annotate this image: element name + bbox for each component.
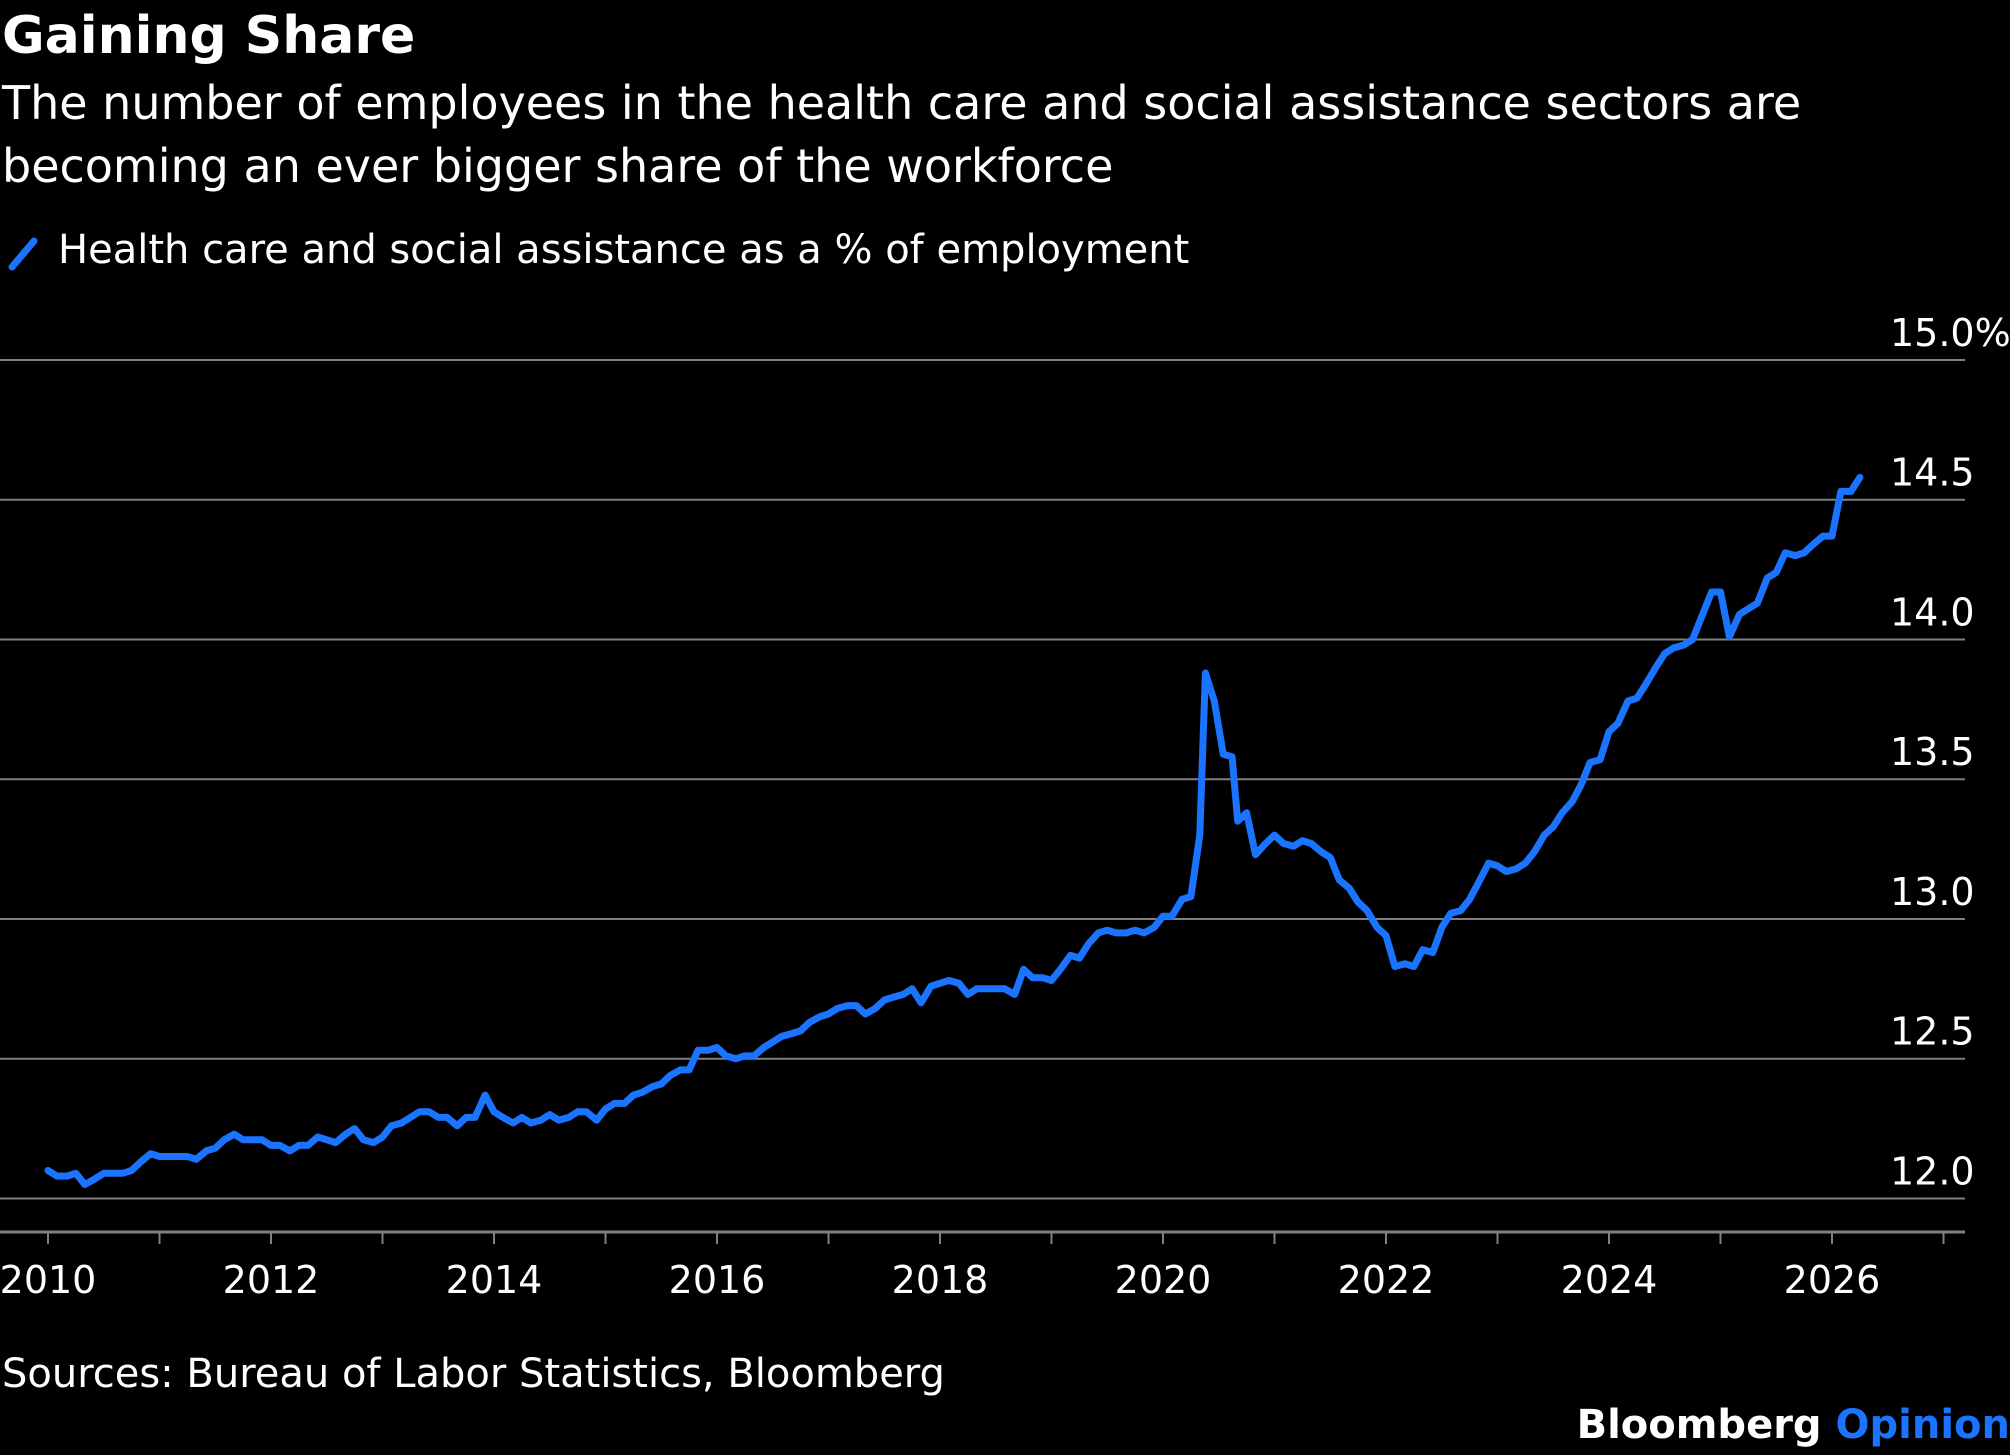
x-tick-label: 2018 bbox=[892, 1258, 989, 1302]
y-tick-label: 12.0 bbox=[1890, 1149, 1975, 1193]
chart-subtitle: The number of employees in the health ca… bbox=[2, 76, 1802, 193]
legend: Health care and social assistance as a %… bbox=[4, 225, 1189, 275]
legend-label: Health care and social assistance as a %… bbox=[58, 227, 1190, 273]
chart-title: Gaining Share bbox=[2, 6, 416, 66]
x-axis-ticks: 2010 2012 2014 2016 2018 2020 2022 2024 2026 bbox=[0, 1232, 1945, 1302]
brand-name: Bloomberg bbox=[1576, 1402, 1822, 1448]
x-tick-label: 2024 bbox=[1561, 1258, 1658, 1302]
y-tick-label: 15.0% bbox=[1890, 311, 2010, 355]
x-tick-label: 2016 bbox=[669, 1258, 766, 1302]
x-tick-label: 2020 bbox=[1115, 1258, 1212, 1302]
brand-suffix: Opinion bbox=[1835, 1402, 2010, 1448]
x-tick-label: 2022 bbox=[1338, 1258, 1435, 1302]
legend-swatch-icon bbox=[8, 237, 38, 271]
y-tick-label: 13.0 bbox=[1890, 870, 1975, 914]
x-tick-label: 2010 bbox=[0, 1258, 96, 1302]
y-tick-label: 14.5 bbox=[1890, 451, 1975, 495]
x-tick-label: 2012 bbox=[223, 1258, 320, 1302]
brand-logo: Bloomberg Opinion bbox=[1577, 1398, 2010, 1453]
x-tick-label: 2014 bbox=[446, 1258, 543, 1302]
series-line-health-care bbox=[44, 473, 1864, 1188]
y-tick-label: 12.5 bbox=[1890, 1010, 1975, 1054]
source-note: Sources: Bureau of Labor Statistics, Blo… bbox=[2, 1351, 945, 1397]
y-tick-label: 14.0 bbox=[1890, 590, 1975, 634]
x-tick-label: 2026 bbox=[1784, 1258, 1881, 1302]
gridlines bbox=[0, 359, 1965, 1200]
y-axis-tick-labels: 15.0% 14.5 14.0 13.5 13.0 12.5 12.0 bbox=[1890, 311, 2010, 1193]
y-tick-label: 13.5 bbox=[1890, 730, 1975, 774]
